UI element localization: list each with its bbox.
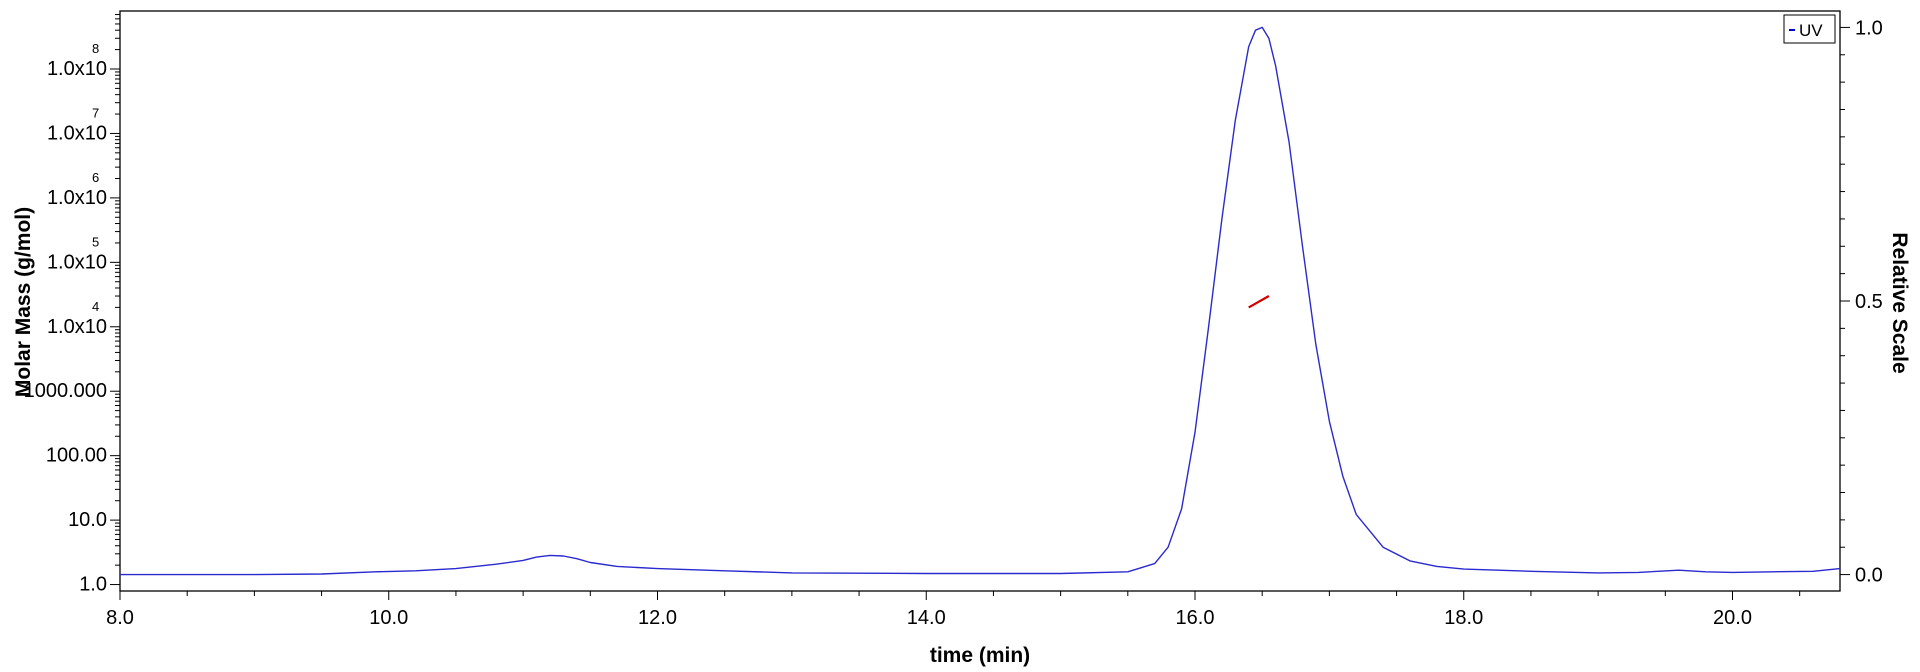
x-tick-label: 16.0 (1176, 607, 1215, 629)
y-left-tick-label: 1.0x10 (47, 316, 107, 338)
plot-frame (119, 10, 1841, 592)
y-right-axis: 0.0 0.5 1.0 (1840, 17, 1883, 587)
y-left-tick-label: 1.0x10 (47, 251, 107, 273)
y-left-axis: 1.0 10.0 100.00 1000.000 1.0x10 4 1.0x10 5 1.0x1… (24, 14, 120, 596)
y-left-tick-label: 1.0 (79, 574, 107, 596)
legend-label-uv: UV (1799, 21, 1823, 40)
y-left-tick-exponent: 8 (92, 41, 99, 56)
y-left-tick-exponent: 7 (92, 105, 99, 120)
x-axis: 8.0 10.0 12.0 14.0 16.0 18.0 20.0 (106, 591, 1801, 629)
legend: UV (1783, 14, 1836, 44)
uv-trace (120, 26, 1841, 576)
series-layer (120, 26, 1841, 576)
x-tick-label: 20.0 (1713, 607, 1752, 629)
y-left-axis-title: Molar Mass (g/mol) (12, 207, 35, 397)
y-left-tick-label: 100.00 (46, 445, 107, 467)
y-right-axis-title: Relative Scale (1888, 232, 1911, 373)
y-left-tick-exponent: 6 (92, 170, 99, 185)
y-right-tick-label: 0.0 (1855, 565, 1883, 587)
y-left-tick-label: 1.0x10 (47, 187, 107, 209)
y-left-tick-label: 1.0x10 (47, 58, 107, 80)
x-tick-label: 12.0 (638, 607, 677, 629)
y-left-tick-exponent: 5 (92, 234, 99, 249)
y-left-tick-exponent: 4 (92, 299, 99, 314)
x-tick-label: 10.0 (369, 607, 408, 629)
x-tick-label: 14.0 (907, 607, 946, 629)
x-axis-title: time (min) (930, 644, 1030, 667)
y-left-tick-label: 10.0 (68, 509, 107, 531)
x-tick-label: 18.0 (1444, 607, 1483, 629)
y-left-tick-label: 1.0x10 (47, 122, 107, 144)
y-left-tick-label: 1000.000 (24, 380, 107, 402)
y-right-tick-label: 0.5 (1855, 291, 1883, 313)
x-tick-label: 8.0 (106, 607, 134, 629)
molar-mass-trace (1248, 295, 1270, 309)
y-right-tick-label: 1.0 (1855, 17, 1883, 39)
